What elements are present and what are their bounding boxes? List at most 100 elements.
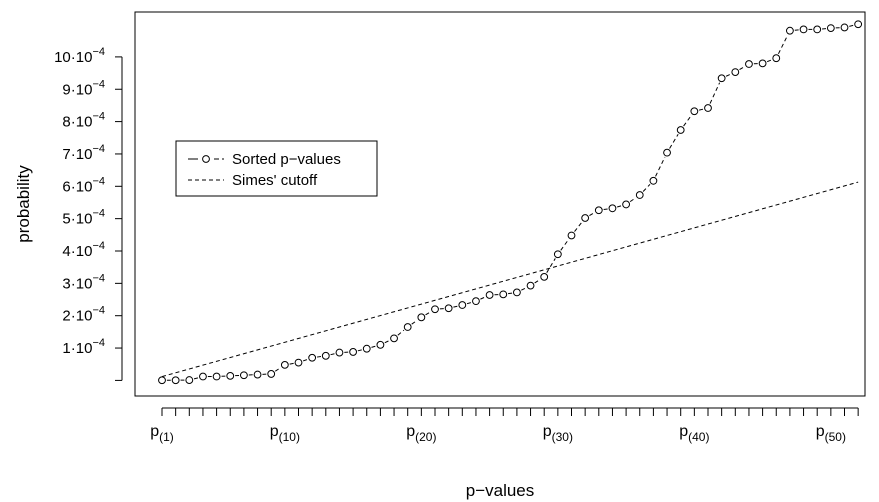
- sorted-pvalues-segment: [629, 197, 636, 203]
- sorted-pvalue-point: [472, 297, 480, 306]
- sorted-pvalues-segment: [669, 133, 679, 149]
- sorted-pvalue-point: [690, 107, 699, 116]
- sorted-pvalues-segment: [589, 212, 595, 217]
- sorted-pvalues-segment: [617, 205, 622, 208]
- y-tick-label: 3·10−4: [62, 272, 105, 292]
- sorted-pvalue-point: [758, 59, 767, 68]
- sorted-pvalues-segment: [534, 279, 541, 284]
- sorted-pvalues-segment: [560, 239, 570, 251]
- sorted-pvalue-point: [253, 370, 262, 379]
- y-tick-label: 4·10−4: [62, 240, 105, 260]
- sorted-pvalues-segment: [193, 377, 199, 380]
- sorted-pvalue-point: [567, 231, 576, 240]
- sorted-pvalue-point: [362, 344, 371, 353]
- sorted-pvalue-point: [294, 358, 303, 367]
- x-tick-label: p(50): [816, 423, 846, 444]
- sorted-pvalues-segment: [397, 329, 405, 336]
- sorted-pvalues-segment: [739, 66, 745, 71]
- sorted-pvalue-point: [786, 26, 794, 35]
- sorted-pvalues-segment: [709, 82, 721, 104]
- sorted-pvalues-segment: [316, 356, 322, 358]
- y-tick-label: 9·10−4: [62, 78, 105, 98]
- x-tick-label: p(20): [406, 423, 436, 444]
- sorted-pvalue-point: [635, 191, 644, 199]
- sorted-pvalue-point: [485, 291, 494, 299]
- sorted-pvalue-point: [403, 323, 412, 331]
- y-tick-label: 7·10−4: [62, 143, 105, 163]
- y-axis-label: probability: [14, 165, 33, 243]
- y-tick-label: 10·10−4: [54, 46, 105, 66]
- sorted-pvalue-point: [431, 305, 439, 314]
- sorted-pvalue-point: [226, 371, 235, 380]
- sorted-pvalues-segment: [603, 208, 608, 211]
- x-tick-label: p(30): [543, 423, 573, 444]
- x-axis-label: p−values: [466, 481, 535, 500]
- sorted-pvalue-point: [649, 176, 658, 185]
- y-tick-label: 1·10−4: [62, 337, 105, 357]
- sorted-pvalue-point: [608, 204, 617, 213]
- sorted-pvalue-point: [185, 376, 194, 384]
- legend-label-sorted: Sorted p−values: [232, 151, 341, 168]
- sorted-pvalues-segment: [330, 353, 335, 356]
- y-tick-label: 6·10−4: [62, 175, 105, 195]
- sorted-pvalues-segment: [655, 156, 666, 177]
- sorted-pvalues-segment: [574, 221, 583, 232]
- sorted-pvalue-point: [745, 60, 753, 68]
- sorted-pvalue-point: [526, 281, 535, 290]
- sorted-pvalue-point: [267, 370, 276, 378]
- sorted-pvalue-point: [594, 206, 603, 215]
- sorted-pvalue-point: [731, 68, 740, 77]
- sorted-pvalues-segment: [466, 302, 472, 305]
- sorted-pvalue-point: [540, 272, 549, 281]
- y-axis: 1·10−4 2·10−4 3·10−4 4·10−4 5·10−4 6·10−4 7·10…: [54, 46, 123, 381]
- x-tick-label: p(40): [679, 423, 709, 444]
- sorted-pvalue-point: [458, 301, 467, 309]
- sorted-pvalue-point: [676, 126, 685, 134]
- sorted-pvalue-point: [840, 23, 849, 32]
- sorted-pvalues-segment: [357, 349, 363, 352]
- sorted-pvalue-point: [308, 353, 317, 362]
- sorted-pvalues-segment: [725, 73, 732, 77]
- sorted-pvalues-segment: [546, 258, 556, 273]
- sorted-pvalues-segment: [480, 296, 486, 300]
- sorted-pvalues-segment: [411, 319, 418, 325]
- sorted-pvalue-point: [240, 371, 248, 380]
- sorted-pvalue-point: [772, 54, 781, 63]
- x-tick-label: p(10): [270, 423, 300, 444]
- y-tick-label: 2·10−4: [62, 305, 105, 325]
- series-layer: [158, 20, 863, 385]
- y-tick-label: 8·10−4: [62, 111, 105, 131]
- legend-marker-sorted: [202, 155, 210, 163]
- sorted-pvalue-point: [158, 376, 166, 385]
- simes-cutoff-line: [161, 181, 859, 378]
- sorted-pvalue-point: [622, 200, 630, 209]
- sorted-pvalue-point: [212, 372, 221, 381]
- sorted-pvalues-segment: [302, 358, 308, 362]
- plot-frame: [134, 11, 866, 397]
- sorted-pvalue-point: [280, 360, 289, 369]
- sorted-pvalues-segment: [453, 305, 458, 308]
- sorted-pvalues-segment: [683, 114, 692, 127]
- sorted-pvalues-segment: [777, 34, 789, 55]
- sorted-pvalue-point: [417, 313, 426, 322]
- sorted-pvalue-point: [321, 351, 330, 360]
- sorted-pvalue-point: [854, 20, 863, 29]
- sorted-pvalue-point: [581, 214, 590, 222]
- legend: Sorted p−values Simes' cutoff: [175, 140, 378, 197]
- sorted-pvalue-point: [349, 348, 358, 356]
- sorted-pvalue-point: [390, 334, 398, 343]
- sorted-pvalues-segment: [508, 292, 513, 295]
- sorted-pvalue-point: [813, 25, 822, 34]
- sorted-pvalues-segment: [849, 24, 854, 27]
- sorted-pvalue-point: [717, 74, 726, 83]
- sorted-pvalue-point: [199, 372, 207, 381]
- sorted-pvalues-segment: [371, 345, 376, 348]
- sorted-pvalues-segment: [642, 183, 651, 192]
- sorted-pvalues-segment: [767, 59, 772, 63]
- sorted-pvalue-point: [335, 348, 344, 357]
- sorted-pvalue-point: [444, 304, 453, 313]
- sorted-pvalue-point: [171, 376, 180, 385]
- sorted-pvalue-point: [513, 288, 521, 297]
- sorted-pvalues-segment: [289, 362, 294, 365]
